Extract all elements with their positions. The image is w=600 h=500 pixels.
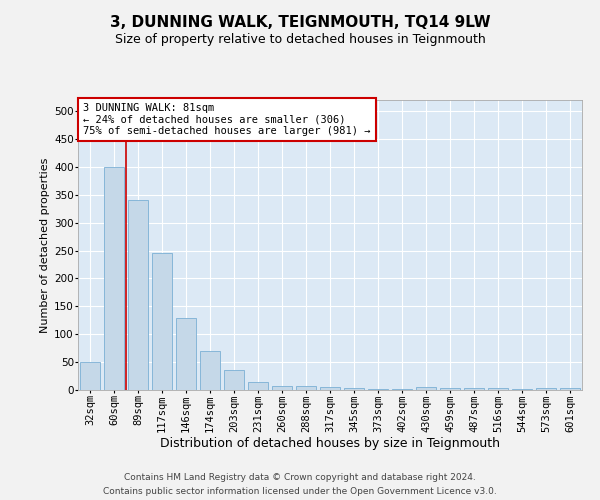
Bar: [152, 254, 172, 390]
Bar: [368, 389, 388, 390]
Bar: [80, 362, 100, 390]
Bar: [128, 200, 148, 390]
Bar: [176, 318, 196, 390]
Text: Contains HM Land Registry data © Crown copyright and database right 2024.: Contains HM Land Registry data © Crown c…: [124, 472, 476, 482]
Bar: [464, 388, 484, 390]
Text: Contains public sector information licensed under the Open Government Licence v3: Contains public sector information licen…: [103, 488, 497, 496]
X-axis label: Distribution of detached houses by size in Teignmouth: Distribution of detached houses by size …: [160, 437, 500, 450]
Bar: [392, 389, 412, 390]
Bar: [536, 388, 556, 390]
Bar: [272, 386, 292, 390]
Text: Size of property relative to detached houses in Teignmouth: Size of property relative to detached ho…: [115, 32, 485, 46]
Bar: [224, 370, 244, 390]
Bar: [200, 351, 220, 390]
Bar: [344, 388, 364, 390]
Text: 3, DUNNING WALK, TEIGNMOUTH, TQ14 9LW: 3, DUNNING WALK, TEIGNMOUTH, TQ14 9LW: [110, 15, 490, 30]
Bar: [560, 388, 580, 390]
Bar: [512, 389, 532, 390]
Bar: [416, 387, 436, 390]
Bar: [440, 388, 460, 390]
Text: 3 DUNNING WALK: 81sqm
← 24% of detached houses are smaller (306)
75% of semi-det: 3 DUNNING WALK: 81sqm ← 24% of detached …: [83, 103, 371, 136]
Bar: [104, 167, 124, 390]
Bar: [320, 387, 340, 390]
Bar: [248, 382, 268, 390]
Y-axis label: Number of detached properties: Number of detached properties: [40, 158, 50, 332]
Bar: [296, 386, 316, 390]
Bar: [488, 388, 508, 390]
